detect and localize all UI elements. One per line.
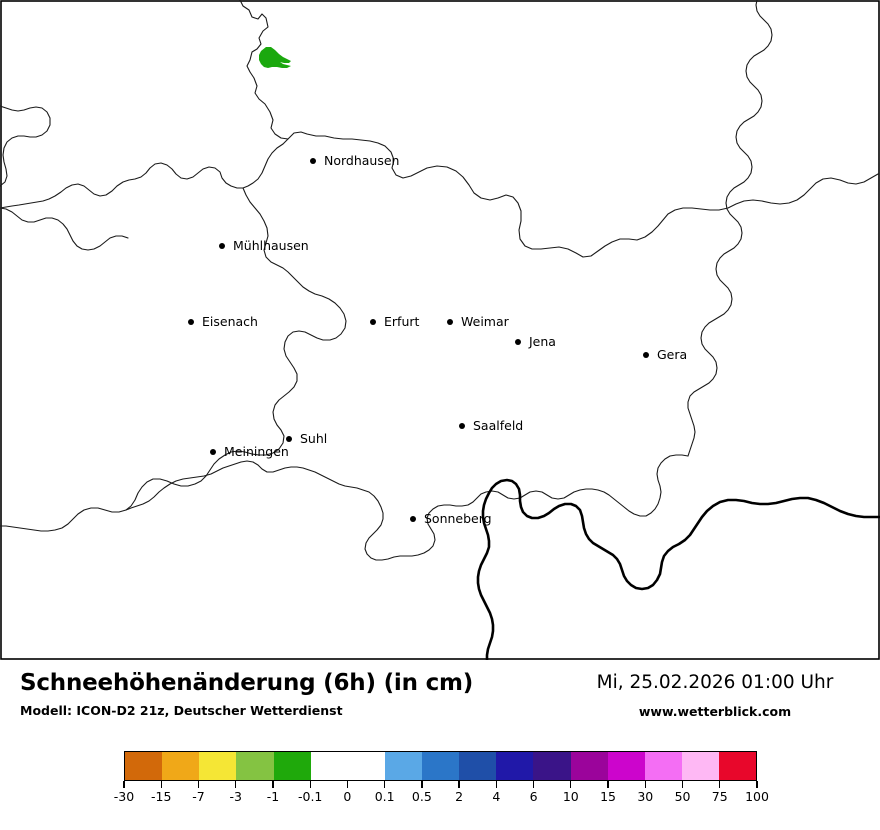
colorbar-tick-8 <box>421 781 423 788</box>
city-dot-nordhausen <box>310 158 316 164</box>
city-label-weimar: Weimar <box>461 314 510 329</box>
site-url-label: www.wetterblick.com <box>638 704 792 719</box>
colorbar-tick-13 <box>607 781 609 788</box>
city-label-meiningen: Meiningen <box>224 444 289 459</box>
city-dot-suhl <box>286 436 292 442</box>
colorbar-tick-2 <box>197 781 200 788</box>
colorbar-tick-label-7: 0.1 <box>374 789 395 804</box>
city-label-muehlhausen: Mühlhausen <box>233 238 309 253</box>
colorbar-ticks <box>123 781 758 789</box>
city-dot-weimar <box>447 319 453 325</box>
city-dot-gera <box>643 352 649 358</box>
colorbar-segment-16 <box>719 752 757 780</box>
colorbar-tick-labels: -30 -15 -7 -3 -1 -0.1 0 0.1 0.5 2 4 6 10 15 30 50 75 100 <box>114 789 769 811</box>
colorbar-segment-15 <box>681 752 719 780</box>
map-frame <box>0 0 880 660</box>
colorbar-tick-15 <box>681 781 684 788</box>
colorbar-tick-label-2: -7 <box>192 789 205 804</box>
colorbar-segment-13 <box>607 752 645 780</box>
colorbar-tick-10 <box>495 781 497 788</box>
colorbar-segment-11 <box>533 752 571 780</box>
city-label-eisenach: Eisenach <box>202 314 258 329</box>
colorbar-tick-label-0: -30 <box>113 789 135 804</box>
colorbar-segment-7 <box>384 752 422 780</box>
snow-change-shading <box>259 47 291 68</box>
footer-panel: Schneehöhenänderung (6h) (in cm) Modell:… <box>0 660 880 830</box>
city-label-erfurt: Erfurt <box>384 314 419 329</box>
colorbar-segment-5 <box>310 752 348 780</box>
colorbar-tick-label-8: 0.5 <box>411 789 432 804</box>
colorbar-tick-12 <box>570 781 572 788</box>
title-row: Schneehöhenänderung (6h) (in cm) Modell:… <box>0 660 880 736</box>
colorbar-tick-4 <box>272 781 274 788</box>
city-label-nordhausen: Nordhausen <box>324 153 399 168</box>
colorbar-tick-1 <box>160 781 162 788</box>
city-label-sonneberg: Sonneberg <box>424 511 492 526</box>
colorbar-tick-label-10: 4 <box>492 789 501 804</box>
colorbar-tick-label-4: -1 <box>266 789 280 804</box>
colorbar-tick-14 <box>644 781 646 788</box>
map-panel[interactable]: Nordhausen Mühlhausen Eisenach Erfurt We… <box>0 0 880 660</box>
colorbar-segment-1 <box>162 752 200 780</box>
colorbar-tick-11 <box>532 781 535 788</box>
city-markers: Nordhausen Mühlhausen Eisenach Erfurt We… <box>188 153 687 526</box>
colorbar-segment-6 <box>347 752 385 780</box>
city-label-gera: Gera <box>657 347 687 362</box>
page-title: Schneehöhenänderung (6h) (in cm) <box>20 670 474 696</box>
colorbar-tick-5 <box>309 781 311 788</box>
colorbar-tick-label-6: 0 <box>343 789 352 804</box>
colorbar-segment-0 <box>125 752 163 780</box>
colorbar-segment-12 <box>570 752 608 780</box>
valid-time-label: Mi, 25.02.2026 01:00 Uhr <box>596 672 834 693</box>
city-dot-muehlhausen <box>219 243 225 249</box>
colorbar-tick-label-9: 2 <box>455 789 464 804</box>
colorbar-tick-label-13: 15 <box>600 789 616 804</box>
state-border-lines <box>0 0 879 561</box>
colorbar-tick-16 <box>719 781 721 788</box>
city-dot-eisenach <box>188 319 194 325</box>
colorbar-tick-label-16: 75 <box>711 789 728 804</box>
title-block-right: Mi, 25.02.2026 01:00 Uhr www.wetterblick… <box>560 672 870 719</box>
colorbar-tick-label-3: -3 <box>229 789 242 804</box>
colorbar-tick-9 <box>458 781 460 788</box>
colorbar-tick-6 <box>346 781 349 788</box>
city-label-saalfeld: Saalfeld <box>473 418 523 433</box>
colorbar-tick-label-1: -15 <box>151 789 172 804</box>
city-dot-meiningen <box>210 449 216 455</box>
colorbar-segment-10 <box>496 752 534 780</box>
colorbar-segment-4 <box>273 752 311 780</box>
colorbar-segment-8 <box>422 752 460 780</box>
colorbar-tick-label-11: 6 <box>529 789 538 804</box>
colorbar-tick-label-12: 10 <box>562 789 579 804</box>
colorbar-tick-label-17: 100 <box>745 789 769 804</box>
colorbar-tick-label-5: -0.1 <box>297 789 323 804</box>
colorbar-tick-label-14: 30 <box>637 789 654 804</box>
model-subtitle: Modell: ICON-D2 21z, Deutscher Wetterdie… <box>20 703 343 719</box>
city-dot-erfurt <box>370 319 376 325</box>
title-block-left: Schneehöhenänderung (6h) (in cm) Modell:… <box>20 670 560 718</box>
colorbar-segment-9 <box>459 752 497 780</box>
colorbar-segment-3 <box>236 752 274 780</box>
colorbar-strip[interactable] <box>124 751 757 781</box>
colorbar-segment-14 <box>644 752 682 780</box>
colorbar-tick-17 <box>756 781 758 788</box>
colorbar-tick-3 <box>235 781 237 788</box>
colorbar-tick-7 <box>383 781 386 788</box>
colorbar-tick-label-15: 50 <box>674 789 691 804</box>
colorbar-tick-0 <box>123 781 125 788</box>
city-dot-jena <box>515 339 521 345</box>
city-dot-saalfeld <box>459 423 465 429</box>
city-label-jena: Jena <box>528 334 556 349</box>
country-border-lines <box>476 478 880 660</box>
map-canvas[interactable]: Nordhausen Mühlhausen Eisenach Erfurt We… <box>0 0 880 660</box>
colorbar-legend[interactable]: -30 -15 -7 -3 -1 -0.1 0 0.1 0.5 2 4 6 10 15 30 50 75 100 <box>0 746 880 830</box>
colorbar-segment-2 <box>199 752 237 780</box>
city-label-suhl: Suhl <box>300 431 327 446</box>
city-dot-sonneberg <box>410 516 416 522</box>
